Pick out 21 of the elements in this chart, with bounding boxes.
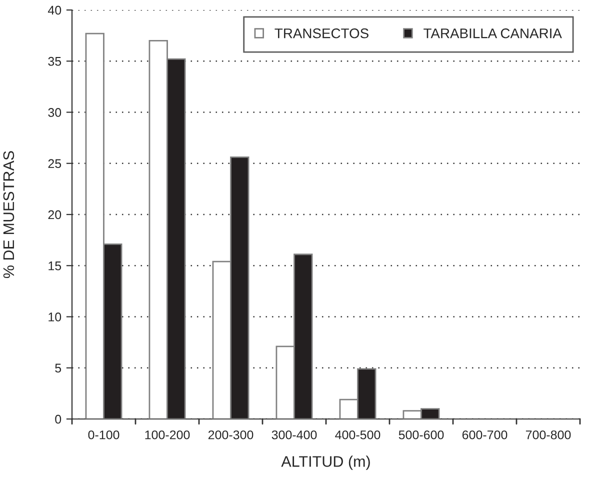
- y-tick-label: 30: [48, 108, 62, 117]
- y-tick-label: 40: [48, 6, 62, 15]
- x-tick-label: 100-200: [145, 430, 190, 440]
- x-tick-label: 500-600: [398, 430, 444, 440]
- x-tick-label: 400-500: [335, 430, 380, 440]
- legend-label: TARABILLA CANARIA: [424, 28, 562, 38]
- y-tick-label: 25: [48, 159, 62, 168]
- x-axis-title: ALTITUD (m): [281, 456, 370, 470]
- legend-label: TRANSECTOS: [274, 28, 368, 38]
- x-tick-label: 200-300: [208, 430, 254, 440]
- y-tick-label: 15: [48, 262, 62, 270]
- y-tick-label: 10: [48, 312, 62, 322]
- y-axis-title: % DE MUESTRAS: [3, 151, 14, 278]
- x-tick-label: 700-800: [526, 430, 571, 440]
- x-tick-label: 0-100: [88, 430, 120, 440]
- x-tick-label: 600-700: [462, 430, 508, 440]
- y-tick-label: 35: [48, 56, 62, 66]
- y-tick-label: 5: [55, 364, 62, 373]
- y-tick-label: 0: [55, 414, 62, 424]
- y-tick-label: 20: [48, 210, 62, 220]
- x-tick-label: 300-400: [272, 430, 317, 440]
